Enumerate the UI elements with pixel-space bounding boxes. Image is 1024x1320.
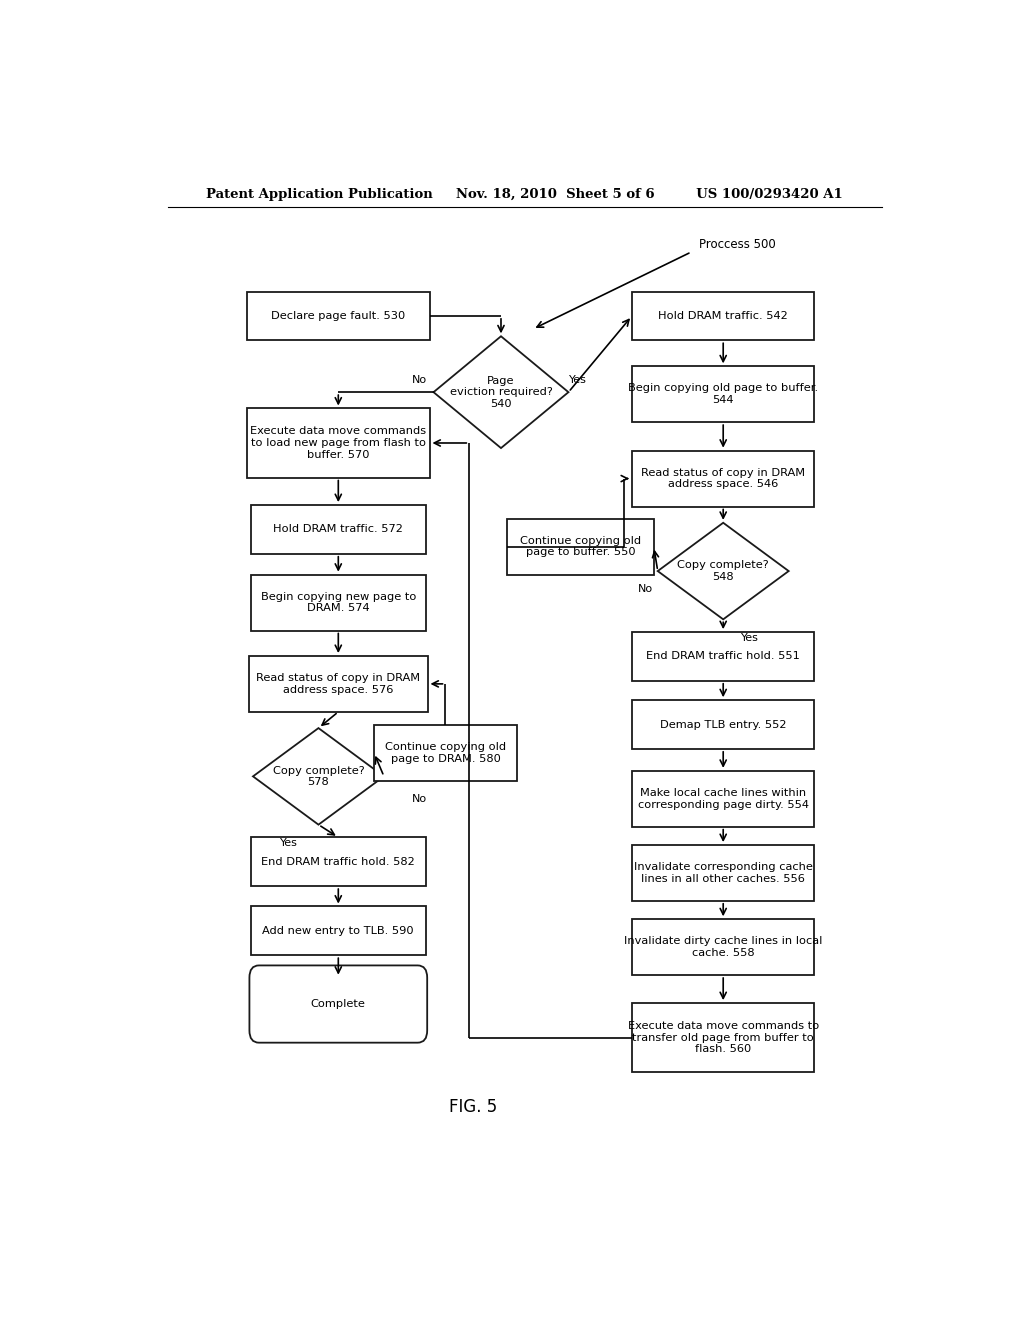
Text: Demap TLB entry. 552: Demap TLB entry. 552 xyxy=(659,719,786,730)
Polygon shape xyxy=(253,729,384,825)
FancyBboxPatch shape xyxy=(632,450,814,507)
FancyBboxPatch shape xyxy=(251,907,426,956)
Text: Yes: Yes xyxy=(280,838,298,847)
Text: Execute data move commands
to load new page from flash to
buffer. 570: Execute data move commands to load new p… xyxy=(250,426,426,459)
Text: Hold DRAM traffic. 542: Hold DRAM traffic. 542 xyxy=(658,312,788,321)
FancyBboxPatch shape xyxy=(632,919,814,975)
FancyBboxPatch shape xyxy=(250,965,427,1043)
FancyBboxPatch shape xyxy=(251,506,426,554)
FancyBboxPatch shape xyxy=(632,700,814,748)
FancyBboxPatch shape xyxy=(632,366,814,422)
Text: Add new entry to TLB. 590: Add new entry to TLB. 590 xyxy=(262,925,414,936)
Text: Continue copying old
page to DRAM. 580: Continue copying old page to DRAM. 580 xyxy=(385,742,506,764)
Text: Begin copying old page to buffer.
544: Begin copying old page to buffer. 544 xyxy=(628,383,818,405)
Text: No: No xyxy=(638,585,652,594)
Text: Proccess 500: Proccess 500 xyxy=(699,239,776,251)
FancyBboxPatch shape xyxy=(374,725,517,781)
Text: End DRAM traffic hold. 551: End DRAM traffic hold. 551 xyxy=(646,652,800,661)
Text: Hold DRAM traffic. 572: Hold DRAM traffic. 572 xyxy=(273,524,403,535)
FancyBboxPatch shape xyxy=(247,408,430,478)
FancyBboxPatch shape xyxy=(632,1003,814,1072)
FancyBboxPatch shape xyxy=(251,837,426,886)
FancyBboxPatch shape xyxy=(632,292,814,341)
Text: Copy complete?
578: Copy complete? 578 xyxy=(272,766,365,787)
Text: Begin copying new page to
DRAM. 574: Begin copying new page to DRAM. 574 xyxy=(261,591,416,614)
Polygon shape xyxy=(657,523,788,619)
Text: Read status of copy in DRAM
address space. 576: Read status of copy in DRAM address spac… xyxy=(256,673,421,694)
Text: Page
eviction required?
540: Page eviction required? 540 xyxy=(450,376,552,409)
Text: Copy complete?
548: Copy complete? 548 xyxy=(677,560,769,582)
Text: Declare page fault. 530: Declare page fault. 530 xyxy=(271,312,406,321)
Text: Invalidate dirty cache lines in local
cache. 558: Invalidate dirty cache lines in local ca… xyxy=(624,936,822,958)
Polygon shape xyxy=(433,337,568,447)
FancyBboxPatch shape xyxy=(249,656,428,711)
Text: Yes: Yes xyxy=(569,375,587,385)
FancyBboxPatch shape xyxy=(247,292,430,341)
FancyBboxPatch shape xyxy=(632,771,814,826)
Text: Yes: Yes xyxy=(740,632,759,643)
Text: Execute data move commands to
transfer old page from buffer to
flash. 560: Execute data move commands to transfer o… xyxy=(628,1020,819,1055)
Text: End DRAM traffic hold. 582: End DRAM traffic hold. 582 xyxy=(261,857,415,867)
Text: Complete: Complete xyxy=(311,999,366,1008)
FancyBboxPatch shape xyxy=(251,574,426,631)
FancyBboxPatch shape xyxy=(632,632,814,681)
Text: FIG. 5: FIG. 5 xyxy=(450,1098,498,1115)
Text: No: No xyxy=(412,793,427,804)
Text: Continue copying old
page to buffer. 550: Continue copying old page to buffer. 550 xyxy=(520,536,641,557)
Text: No: No xyxy=(412,375,427,385)
Text: Make local cache lines within
corresponding page dirty. 554: Make local cache lines within correspond… xyxy=(638,788,809,809)
Text: Read status of copy in DRAM
address space. 546: Read status of copy in DRAM address spac… xyxy=(641,467,805,490)
Text: Patent Application Publication     Nov. 18, 2010  Sheet 5 of 6         US 100/02: Patent Application Publication Nov. 18, … xyxy=(207,189,843,202)
FancyBboxPatch shape xyxy=(632,845,814,900)
Text: Invalidate corresponding cache
lines in all other caches. 556: Invalidate corresponding cache lines in … xyxy=(634,862,813,883)
FancyBboxPatch shape xyxy=(507,519,653,574)
